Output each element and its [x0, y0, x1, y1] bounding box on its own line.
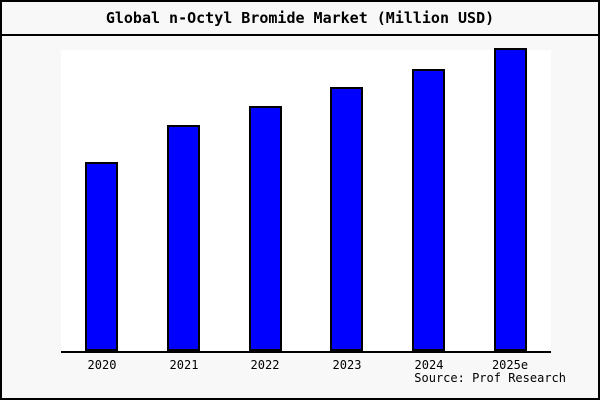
- x-tick-label-2021: 2021: [169, 358, 199, 372]
- x-tick-label-2023: 2023: [332, 358, 362, 372]
- chart-title-box: Global n-Octyl Bromide Market (Million U…: [2, 2, 598, 36]
- bar-2022: [249, 106, 282, 351]
- x-axis-labels: 2020 2021 2022 2023 2024 2025e: [61, 358, 551, 374]
- bar-2023: [330, 87, 363, 351]
- bar-2020: [85, 162, 118, 351]
- x-tick-label-2020: 2020: [87, 358, 117, 372]
- x-tick-label-2022: 2022: [250, 358, 280, 372]
- x-tick-label-2024: 2024: [414, 358, 444, 372]
- source-credit: Source: Prof Research: [414, 371, 566, 385]
- bar-2021: [167, 125, 200, 351]
- bar-2025e: [494, 48, 527, 351]
- plot-area: [61, 48, 551, 353]
- bar-2024: [412, 69, 445, 351]
- x-tick-label-2025e: 2025e: [491, 358, 529, 372]
- chart-title: Global n-Octyl Bromide Market (Million U…: [105, 9, 495, 27]
